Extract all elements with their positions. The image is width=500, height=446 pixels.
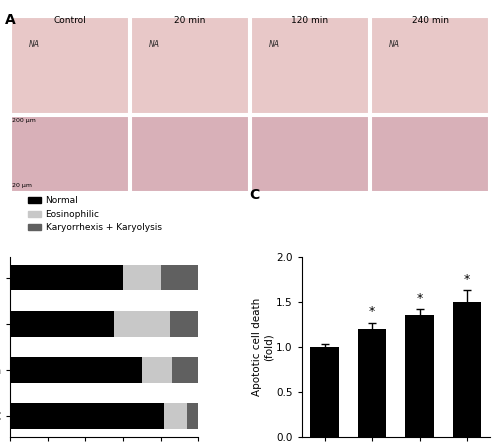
Bar bbox=[11, 116, 129, 192]
Bar bbox=[10, 311, 114, 337]
Bar bbox=[10, 357, 142, 383]
Bar bbox=[160, 265, 198, 290]
Text: 20 min: 20 min bbox=[174, 16, 206, 25]
Text: *: * bbox=[369, 305, 375, 318]
Bar bbox=[131, 116, 249, 192]
Bar bbox=[406, 315, 434, 437]
Text: A: A bbox=[5, 13, 16, 27]
Bar bbox=[131, 17, 249, 114]
Bar bbox=[310, 347, 339, 437]
Text: NA: NA bbox=[149, 40, 160, 49]
Text: NA: NA bbox=[269, 40, 280, 49]
Bar bbox=[123, 265, 160, 290]
Bar bbox=[164, 404, 187, 429]
Bar bbox=[142, 357, 172, 383]
Bar bbox=[251, 116, 369, 192]
Legend: Normal, Eosinophilic, Karyorrhexis + Karyolysis: Normal, Eosinophilic, Karyorrhexis + Kar… bbox=[24, 193, 165, 236]
Bar bbox=[10, 265, 123, 290]
Text: 200 μm: 200 μm bbox=[12, 118, 36, 123]
Bar bbox=[187, 404, 198, 429]
Y-axis label: Apototic cell death
(fold): Apototic cell death (fold) bbox=[252, 298, 274, 396]
Text: 20 μm: 20 μm bbox=[12, 183, 32, 188]
Text: 240 min: 240 min bbox=[412, 16, 449, 25]
Text: *: * bbox=[416, 292, 423, 305]
Bar bbox=[11, 17, 129, 114]
Text: NA: NA bbox=[389, 40, 400, 49]
Bar bbox=[358, 329, 386, 437]
Text: 120 min: 120 min bbox=[292, 16, 329, 25]
Text: Control: Control bbox=[54, 16, 86, 25]
Bar bbox=[251, 17, 369, 114]
Bar bbox=[453, 302, 482, 437]
Bar bbox=[172, 357, 198, 383]
Bar bbox=[371, 17, 489, 114]
Bar bbox=[170, 311, 198, 337]
Bar bbox=[371, 116, 489, 192]
Text: NA: NA bbox=[29, 40, 40, 49]
Bar bbox=[114, 311, 170, 337]
Bar bbox=[10, 404, 164, 429]
Text: *: * bbox=[464, 273, 470, 285]
Text: C: C bbox=[249, 188, 260, 202]
